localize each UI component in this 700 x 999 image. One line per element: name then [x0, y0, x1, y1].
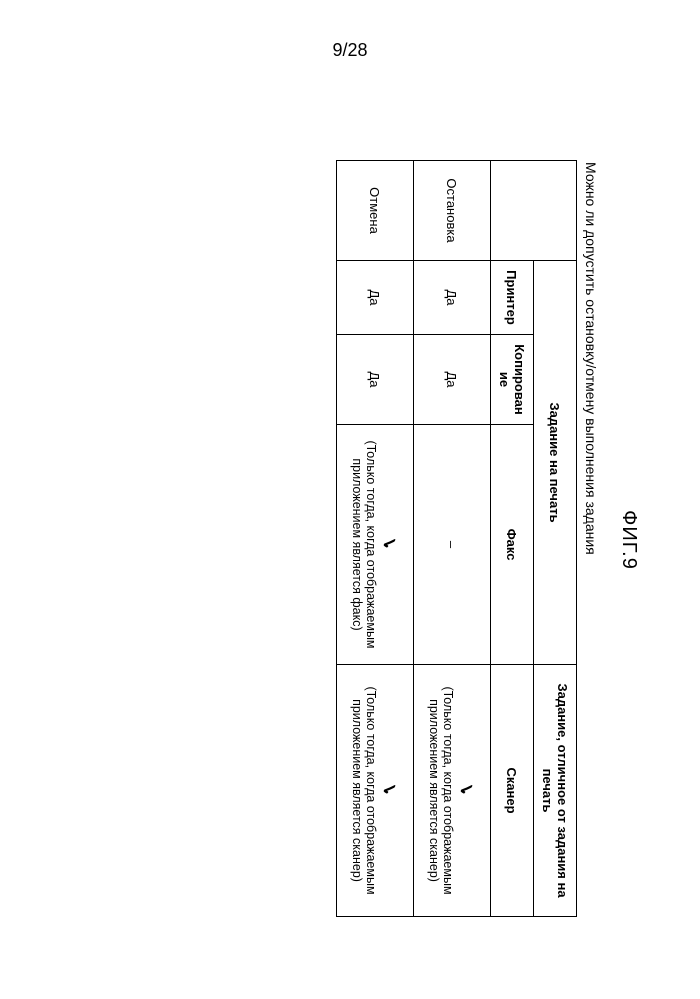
check-icon: ✓: [454, 779, 478, 798]
figure-label: ФИГ.9: [617, 160, 640, 920]
header-non-print-job: Задание, отличное от задания на печать: [534, 665, 577, 917]
cell-stop-scanner: ✓ (Только тогда, когда отображаемым прил…: [414, 665, 491, 917]
check-icon: ✓: [377, 533, 401, 552]
col-copy: Копирование: [491, 335, 534, 425]
cell-cancel-fax-note: (Только тогда, когда отображаемым прилож…: [351, 431, 379, 658]
cell-stop-fax: –: [414, 425, 491, 665]
page-number: 9/28: [0, 40, 700, 61]
check-icon: ✓: [377, 779, 401, 798]
cell-stop-copy: Да: [414, 335, 491, 425]
header-print-job: Задание на печать: [534, 261, 577, 665]
cell-stop-scanner-note: (Только тогда, когда отображаемым прилож…: [428, 671, 456, 910]
cell-stop-printer: Да: [414, 261, 491, 335]
figure-block: ФИГ.9 Можно ли допустить остановку/отмен…: [60, 160, 640, 920]
cell-cancel-scanner: ✓ (Только тогда, когда отображаемым прил…: [337, 665, 414, 917]
header-blank: [491, 161, 577, 261]
col-scanner: Сканер: [491, 665, 534, 917]
col-fax: Факс: [491, 425, 534, 665]
cell-cancel-printer: Да: [337, 261, 414, 335]
cell-cancel-scanner-note: (Только тогда, когда отображаемым прилож…: [351, 671, 379, 910]
table-caption: Можно ли допустить остановку/отмену выпо…: [583, 162, 599, 920]
col-printer: Принтер: [491, 261, 534, 335]
cell-cancel-fax: ✓ (Только тогда, когда отображаемым прил…: [337, 425, 414, 665]
cell-cancel-copy: Да: [337, 335, 414, 425]
row-cancel: Отмена: [337, 161, 414, 261]
row-stop: Остановка: [414, 161, 491, 261]
permissions-table: Задание на печать Задание, отличное от з…: [336, 160, 577, 917]
